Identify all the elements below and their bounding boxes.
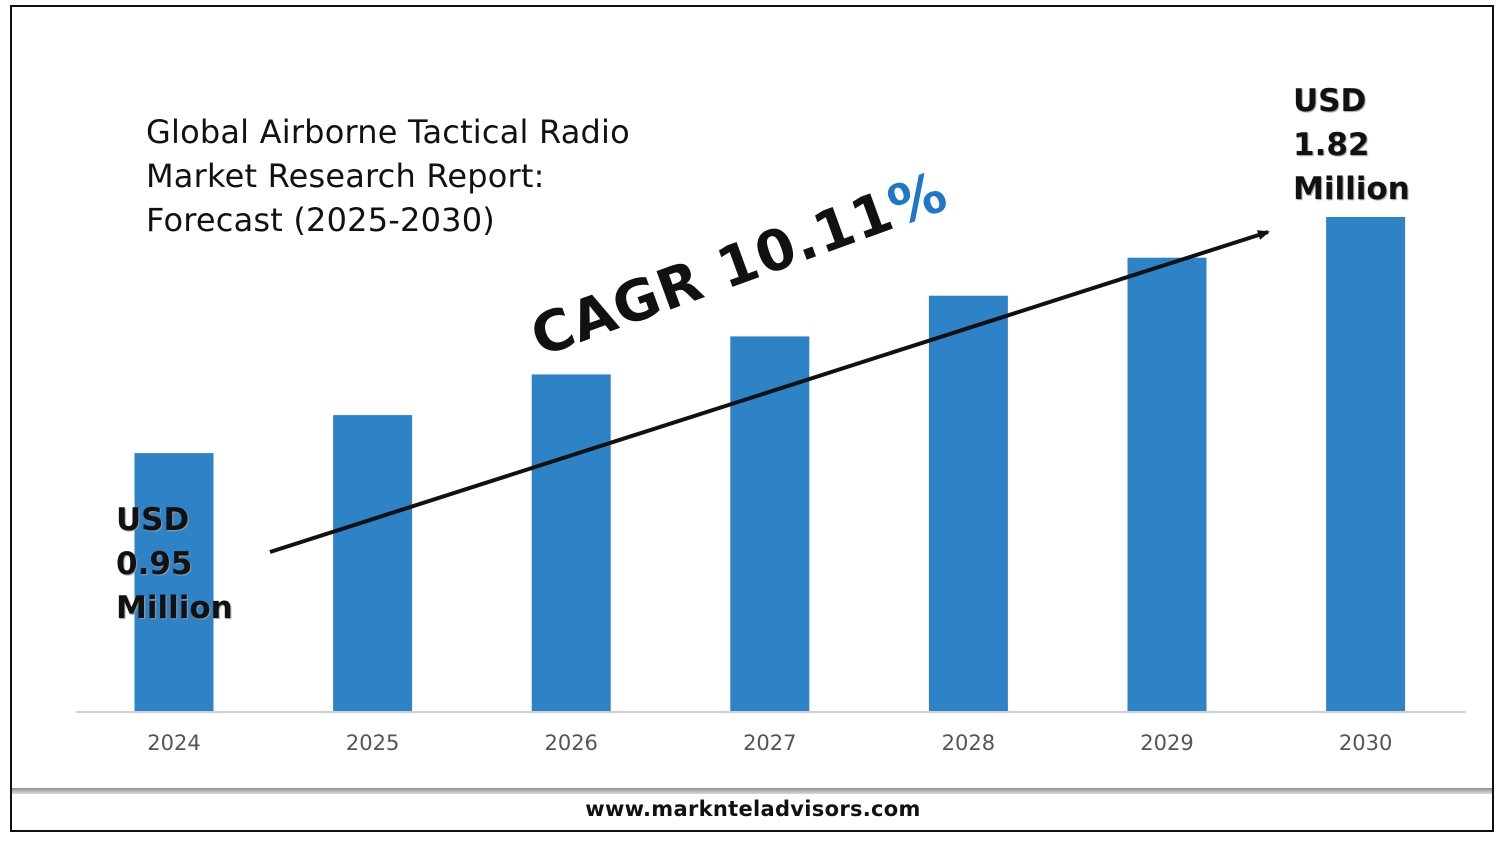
- x-tick-label-2027: 2027: [743, 731, 796, 755]
- end-value-unit: Million: [1293, 171, 1410, 207]
- start-value-currency: USD: [116, 502, 190, 538]
- bar-2029: [1127, 257, 1207, 711]
- chart-title-line-3: Forecast (2025-2030): [146, 201, 495, 239]
- bar-series: [134, 217, 1406, 711]
- bar-2026: [531, 374, 611, 711]
- footer-divider: [12, 788, 1492, 794]
- bar-2030: [1326, 217, 1406, 711]
- end-value-currency: USD: [1293, 83, 1367, 119]
- footer-url[interactable]: www.marknteladvisors.com: [585, 797, 921, 821]
- growth-arrow: [269, 230, 1270, 554]
- x-tick-label-2026: 2026: [544, 731, 597, 755]
- x-axis-ticks: 2024 2025 2026 2027 2028 2029 2030: [147, 731, 1392, 755]
- bar-2024: [134, 453, 214, 711]
- bar-2025: [333, 415, 413, 711]
- x-tick-label-2025: 2025: [346, 731, 399, 755]
- start-value-number: 0.95: [116, 546, 193, 582]
- x-tick-label-2030: 2030: [1339, 731, 1392, 755]
- end-value-label: USD 1.82 Million: [1293, 79, 1410, 211]
- bar-2028: [928, 295, 1008, 711]
- chart-title-line-1: Global Airborne Tactical Radio: [146, 113, 630, 151]
- chart-title-line-2: Market Research Report:: [146, 157, 545, 195]
- chart-title: Global Airborne Tactical Radio Market Re…: [146, 110, 766, 242]
- end-value-number: 1.82: [1293, 127, 1370, 163]
- start-value-label: USD 0.95 Million: [116, 498, 233, 630]
- start-value-unit: Million: [116, 590, 233, 626]
- x-tick-label-2029: 2029: [1140, 731, 1193, 755]
- x-tick-label-2024: 2024: [147, 731, 200, 755]
- x-tick-label-2028: 2028: [942, 731, 995, 755]
